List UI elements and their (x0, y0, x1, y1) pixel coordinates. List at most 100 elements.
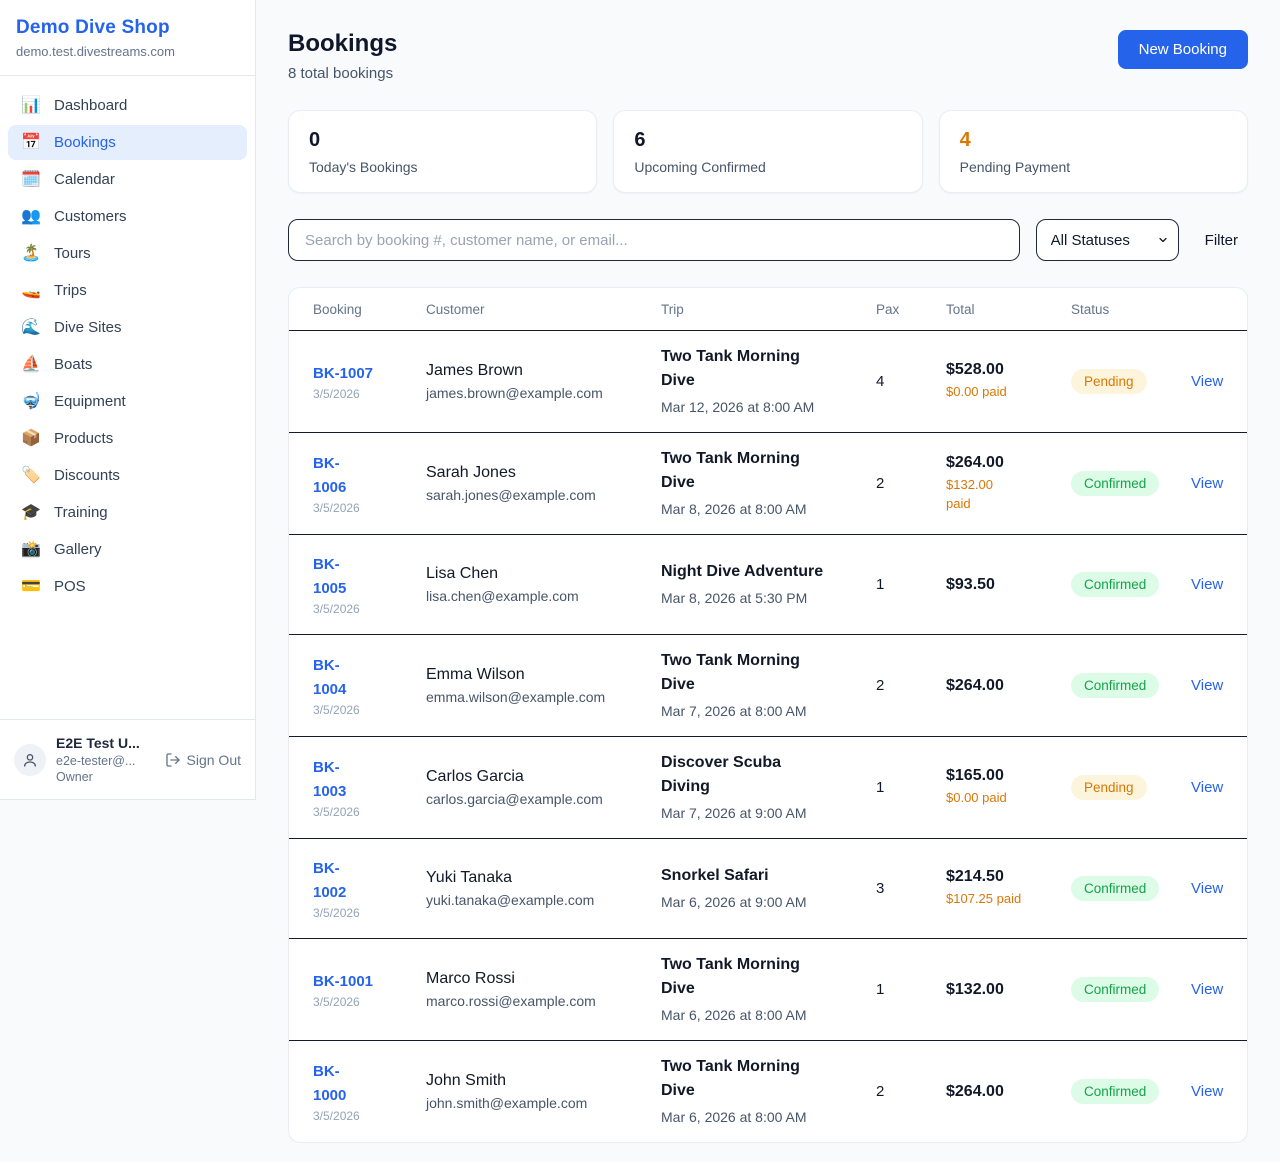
trip-name: Two Tank Morning Dive (661, 450, 800, 491)
dashboard-icon: 📊 (21, 96, 41, 114)
sidebar-item-bookings[interactable]: 📅 Bookings (8, 125, 247, 160)
pax-count: 1 (876, 576, 885, 593)
table-row: BK- 1002 3/5/2026 Yuki Tanaka yuki.tanaka@… (289, 839, 1247, 939)
column-header-customer: Customer (426, 301, 485, 317)
status-select[interactable]: All Statuses (1035, 219, 1179, 261)
customer-email: yuki.tanaka@example.com (426, 892, 595, 908)
view-link[interactable]: View (1191, 474, 1224, 492)
sidebar-item-boats[interactable]: ⛵ Boats (8, 347, 247, 382)
view-link[interactable]: View (1191, 372, 1224, 390)
sidebar-item-gallery[interactable]: 📸 Gallery (8, 532, 247, 567)
bookings-table: Booking Customer Trip Pax Total Status B… (288, 287, 1248, 1143)
trip-name: Two Tank Morning Dive (661, 1058, 800, 1099)
person-icon (24, 753, 36, 767)
graduation-cap-icon: 🎓 (21, 503, 41, 521)
sidebar-item-discounts[interactable]: 🏷️ Discounts (8, 458, 247, 493)
pax-count: 2 (876, 1083, 885, 1100)
sidebar-item-label: Products (54, 430, 114, 447)
sidebar-item-training[interactable]: 🎓 Training (8, 495, 247, 530)
sidebar-item-label: Dashboard (54, 97, 128, 114)
sidebar-item-label: Gallery (54, 541, 102, 558)
stat-value: 4 (959, 129, 971, 151)
trip-datetime: Mar 6, 2026 at 8:00 AM (661, 1109, 807, 1125)
sailboat-icon: ⛵ (21, 355, 41, 373)
sign-out-button[interactable]: Sign Out (165, 752, 241, 768)
total-amount: $214.50 (946, 868, 1004, 886)
tag-icon: 🏷️ (21, 466, 41, 484)
pax-count: 1 (876, 981, 885, 998)
sidebar-item-dashboard[interactable]: 📊 Dashboard (8, 88, 247, 123)
customer-name: Carlos Garcia (426, 768, 524, 785)
customer-name: Yuki Tanaka (426, 869, 512, 886)
view-link[interactable]: View (1191, 575, 1224, 593)
booking-id-link[interactable]: BK- 1004 (313, 657, 347, 698)
user-role: Owner (56, 769, 93, 784)
sidebar-item-dive-sites[interactable]: 🌊 Dive Sites (8, 310, 247, 345)
trip-datetime: Mar 6, 2026 at 8:00 AM (661, 1007, 807, 1023)
sidebar-item-label: Training (54, 504, 108, 521)
booking-id-link[interactable]: BK- 1002 (313, 860, 347, 901)
sidebar-item-label: Boats (54, 356, 93, 373)
view-link[interactable]: View (1191, 778, 1224, 796)
island-icon: 🏝️ (21, 244, 41, 262)
view-link[interactable]: View (1191, 879, 1224, 897)
stat-value: 6 (634, 129, 646, 151)
sidebar-item-products[interactable]: 📦 Products (8, 421, 247, 456)
status-badge: Pending (1071, 369, 1147, 394)
paid-amount: $132.00 paid (946, 476, 993, 511)
view-link[interactable]: View (1191, 676, 1224, 694)
booking-id-link[interactable]: BK- 1006 (313, 455, 347, 496)
column-header-booking: Booking (313, 301, 362, 317)
column-header-pax: Pax (876, 301, 900, 317)
status-badge: Confirmed (1071, 673, 1160, 698)
calendar-icon: 🗓️ (21, 170, 41, 188)
stat-label: Today's Bookings (309, 159, 418, 175)
trip-name: Snorkel Safari (661, 867, 769, 884)
status-badge: Confirmed (1071, 1079, 1160, 1104)
trip-datetime: Mar 8, 2026 at 5:30 PM (661, 590, 808, 606)
sidebar-item-equipment[interactable]: 🤿 Equipment (8, 384, 247, 419)
booking-id-link[interactable]: BK-1007 (313, 364, 374, 382)
trip-datetime: Mar 7, 2026 at 8:00 AM (661, 703, 807, 719)
filter-row: All Statuses Filter (288, 219, 1248, 261)
sidebar-item-tours[interactable]: 🏝️ Tours (8, 236, 247, 271)
total-amount: $264.00 (946, 676, 1004, 694)
booking-id-link[interactable]: BK-1001 (313, 972, 374, 990)
pax-count: 4 (876, 373, 885, 390)
total-amount: $264.00 (946, 453, 1004, 471)
avatar (14, 743, 46, 776)
customer-email: emma.wilson@example.com (426, 689, 606, 705)
customer-name: Emma Wilson (426, 666, 525, 683)
filter-button[interactable]: Filter (1195, 232, 1248, 249)
sidebar-item-label: Discounts (54, 467, 120, 484)
total-amount: $93.50 (946, 575, 995, 593)
booking-date: 3/5/2026 (313, 905, 360, 920)
pax-count: 3 (876, 880, 885, 897)
stat-card-todays-bookings: 0 Today's Bookings (288, 110, 598, 193)
credit-card-icon: 💳 (21, 577, 41, 595)
booking-date: 3/5/2026 (313, 995, 360, 1010)
sidebar-item-customers[interactable]: 👥 Customers (8, 199, 247, 234)
total-amount: $132.00 (946, 980, 1004, 998)
booking-id-link[interactable]: BK- 1000 (313, 1063, 347, 1104)
view-link[interactable]: View (1191, 980, 1224, 998)
user-info: E2E Test U... e2e-tester@... Owner (56, 734, 140, 785)
booking-id-link[interactable]: BK- 1005 (313, 556, 347, 597)
search-input[interactable] (288, 219, 1020, 261)
sidebar-item-label: Equipment (54, 393, 126, 410)
view-link[interactable]: View (1191, 1082, 1224, 1100)
booking-id-link[interactable]: BK- 1003 (313, 759, 347, 800)
customer-name: John Smith (426, 1072, 507, 1089)
status-badge: Pending (1071, 775, 1147, 800)
sidebar-nav: 📊 Dashboard 📅 Bookings 🗓️ Calendar 👥 Custome… (0, 76, 255, 719)
bookings-calendar-icon: 📅 (21, 133, 41, 151)
sidebar-item-calendar[interactable]: 🗓️ Calendar (8, 162, 247, 197)
user-email: e2e-tester@... (56, 753, 136, 768)
table-header: Booking Customer Trip Pax Total Status (289, 288, 1247, 331)
stat-label: Pending Payment (959, 159, 1071, 175)
sidebar-item-pos[interactable]: 💳 POS (8, 569, 247, 604)
new-booking-button[interactable]: New Booking (1117, 30, 1248, 69)
sidebar-item-label: Bookings (54, 134, 116, 151)
table-row: BK- 1003 3/5/2026 Carlos Garcia carlos.gar… (289, 737, 1247, 839)
sidebar-item-trips[interactable]: 🚤 Trips (8, 273, 247, 308)
